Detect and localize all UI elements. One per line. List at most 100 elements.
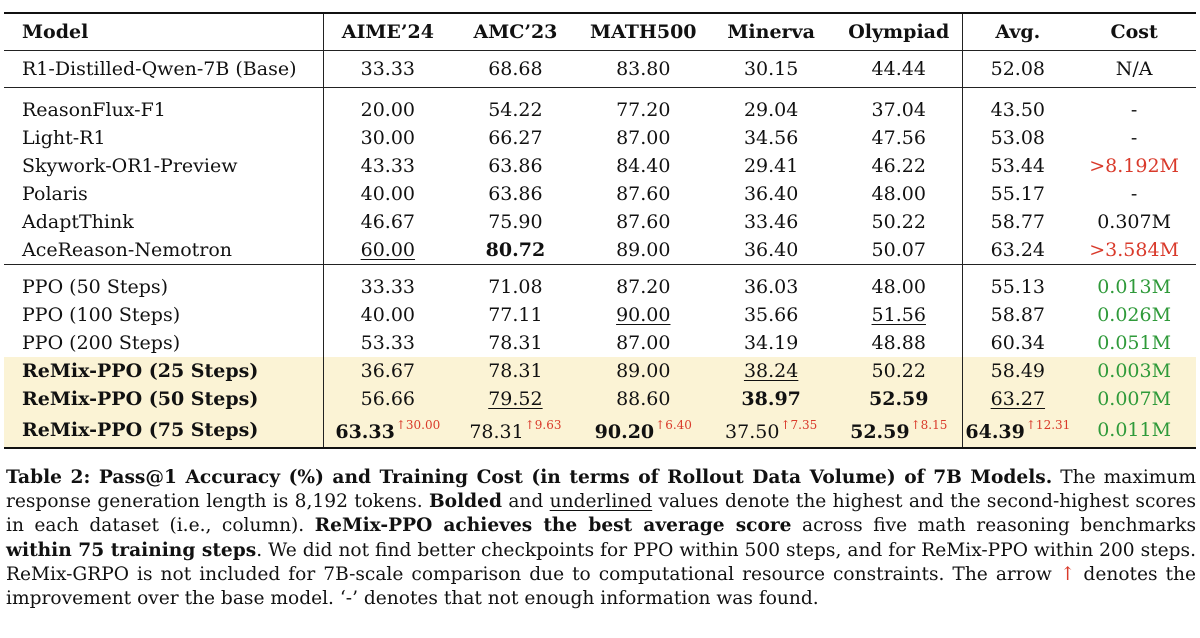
cell-aime24: 40.00	[360, 183, 416, 205]
improvement-arrow: ↑30.00	[395, 417, 441, 432]
header-olympiad: Olympiad	[835, 12, 964, 51]
cell-aime24: 33.33	[323, 264, 452, 301]
cell-amc23: 80.72	[485, 239, 546, 261]
cell-aime24: 30.00	[360, 127, 416, 149]
underlined-value: 90.00	[616, 304, 671, 326]
table-row: Polaris 40.00 63.86 87.60 36.40 48.00 55…	[4, 180, 1196, 208]
cell-cost: -	[1130, 127, 1138, 149]
cell-cost: 0.026M	[1097, 304, 1172, 326]
cell-minerva: 30.15	[743, 58, 799, 80]
cell-minerva: 29.04	[707, 87, 836, 124]
cell-amc23: 54.22	[451, 87, 580, 124]
cell-avg: 58.77	[990, 211, 1046, 233]
table-row-highlighted: ReMix-PPO (50 Steps) 56.66 79.52 88.60 3…	[4, 385, 1196, 413]
cell-cost: 0.307M	[1097, 211, 1172, 233]
caption-emphasis: ReMix-PPO achieves the best average scor…	[314, 515, 792, 537]
cell-cost: 0.011M	[1072, 413, 1196, 449]
cell-minerva: 33.46	[743, 211, 799, 233]
table-row: PPO (50 Steps) 33.33 71.08 87.20 36.03 4…	[4, 264, 1196, 301]
cell-cost: 0.003M	[1072, 357, 1196, 385]
cell-avg: 43.50	[962, 87, 1073, 124]
model-name: PPO (50 Steps)	[4, 264, 325, 301]
cell-avg: 53.44	[990, 155, 1046, 177]
cell-math500: 89.00	[616, 239, 671, 261]
cell-minerva: 38.97	[707, 385, 836, 413]
cell-olympiad: 37.04	[835, 87, 964, 124]
header-aime24: AIME’24	[323, 12, 452, 51]
header-row: Model AIME’24 AMC’23 MATH500 Minerva Oly…	[4, 12, 1196, 51]
cell-cost: 0.051M	[1097, 332, 1172, 354]
table-row: Light-R1 30.00 66.27 87.00 34.56 47.56 5…	[4, 124, 1196, 152]
improvement-arrow: ↑6.40	[655, 417, 692, 432]
header-minerva: Minerva	[707, 12, 836, 51]
cell-cost: -	[1130, 183, 1138, 205]
underlined-value: 63.27	[990, 388, 1046, 410]
cell-aime24: 56.66	[323, 385, 452, 413]
table-row: AceReason-Nemotron 60.00 80.72 89.00 36.…	[4, 236, 1196, 265]
cell-avg: 58.49	[962, 357, 1073, 385]
cell-olympiad: 48.88	[835, 329, 964, 357]
cell-amc23: 78.31	[488, 332, 543, 354]
bold-value: 64.39	[965, 420, 1025, 443]
cell-aime24: 46.67	[360, 211, 416, 233]
table-row: Skywork-OR1-Preview 43.33 63.86 84.40 29…	[4, 152, 1196, 180]
model-name: ReasonFlux-F1	[4, 87, 325, 124]
cell-math500: 90.20↑6.40	[579, 413, 708, 449]
improvement-arrow: ↑8.15	[910, 417, 948, 432]
arrow-up-icon: ↑	[1059, 563, 1076, 585]
cell-value: 37.50	[725, 420, 780, 443]
cell-olympiad: 52.59↑8.15	[835, 413, 964, 449]
bold-value: 52.59	[850, 420, 910, 443]
cell-cost: N/A	[1115, 58, 1153, 80]
cell-math500: 87.00	[616, 332, 671, 354]
cell-math500: 88.60	[579, 385, 708, 413]
table-row-base: R1-Distilled-Qwen-7B (Base) 33.33 68.68 …	[4, 50, 1196, 88]
cell-aime24: 33.33	[360, 58, 416, 80]
underlined-value: 51.56	[871, 304, 926, 326]
cell-olympiad: 48.00	[835, 180, 964, 208]
cell-cost: >3.584M	[1089, 239, 1179, 261]
cell-avg: 64.39↑12.31	[962, 413, 1073, 449]
caption-text: and	[501, 491, 550, 513]
model-name: ReMix-PPO (75 Steps)	[4, 413, 325, 449]
cell-avg: 53.08	[990, 127, 1046, 149]
bold-value: 63.33	[335, 420, 395, 443]
header-math500: MATH500	[579, 12, 708, 51]
cell-cost: -	[1072, 87, 1196, 124]
table-row-highlighted: ReMix-PPO (75 Steps) 63.33↑30.00 78.31↑9…	[4, 413, 1196, 449]
cell-amc23: 78.31↑9.63	[451, 413, 580, 449]
model-name: ReMix-PPO (50 Steps)	[4, 385, 325, 413]
model-name: PPO (200 Steps)	[4, 329, 325, 357]
cell-value: 78.31	[469, 420, 524, 443]
table-row: PPO (200 Steps) 53.33 78.31 87.00 34.19 …	[4, 329, 1196, 357]
model-name: Light-R1	[4, 124, 325, 152]
cell-math500: 87.20	[579, 264, 708, 301]
table-caption: Table 2: Pass@1 Accuracy (%) and Trainin…	[6, 466, 1196, 611]
model-name: R1-Distilled-Qwen-7B (Base)	[4, 50, 325, 88]
cell-aime24: 63.33↑30.00	[323, 413, 452, 449]
cell-cost: >8.192M	[1089, 155, 1179, 177]
cell-math500: 90.00	[579, 301, 707, 329]
caption-underlined: underlined	[549, 491, 653, 513]
cell-minerva: 29.41	[743, 155, 799, 177]
cell-amc23: 75.90	[488, 211, 543, 233]
cell-avg: 63.27	[962, 385, 1073, 413]
cell-minerva: 38.24	[707, 357, 836, 385]
cell-olympiad: 52.59	[835, 385, 964, 413]
header-cost: Cost	[1072, 12, 1196, 51]
table-row: AdaptThink 46.67 75.90 87.60 33.46 50.22…	[4, 208, 1196, 236]
cell-aime24: 40.00	[360, 304, 416, 326]
cell-amc23: 77.11	[488, 304, 543, 326]
cell-olympiad: 48.00	[835, 264, 964, 301]
cell-math500: 83.80	[616, 58, 671, 80]
header-model: Model	[4, 12, 325, 51]
caption-bolded: Bolded	[428, 491, 502, 513]
cell-math500: 87.00	[616, 127, 671, 149]
model-name: AdaptThink	[4, 208, 325, 236]
caption-text: denotes the improvement over the base mo…	[6, 563, 1196, 610]
header-avg: Avg.	[962, 12, 1073, 51]
model-name: Polaris	[4, 180, 325, 208]
cell-minerva: 36.03	[707, 264, 836, 301]
caption-text: values denote the highest and the second…	[6, 491, 1196, 537]
improvement-arrow: ↑9.63	[524, 417, 562, 432]
